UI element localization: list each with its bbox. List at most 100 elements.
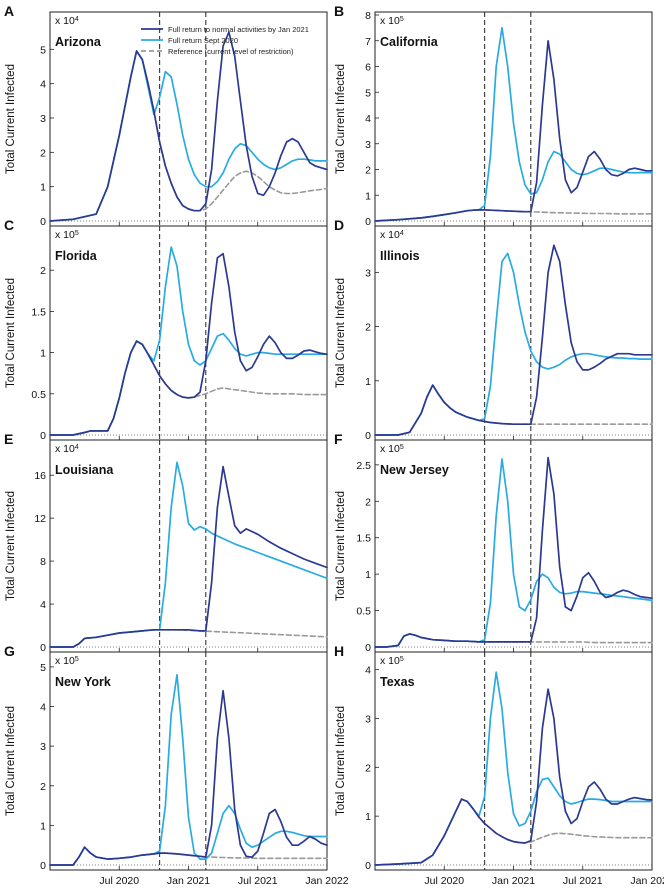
legend: Full return to normal activities by Jan … (141, 25, 309, 56)
y-tick-label: 2 (365, 322, 371, 334)
series-line-jan2021 (49, 689, 328, 866)
y-multiplier: x 104 (55, 15, 79, 27)
panel-f: F Total Current Infected x 105 New Jersey 0 0… (334, 431, 653, 654)
y-tick-label: 0.5 (356, 606, 371, 618)
y-tick-label: 3 (365, 267, 371, 279)
y-tick-label: 2 (365, 762, 371, 774)
y-tick-label: 3 (40, 741, 46, 753)
series-line-jan2021 (374, 688, 653, 866)
y-tick-label: 1 (365, 376, 371, 388)
series-line-jan2021 (374, 244, 653, 436)
y-tick-label: 1 (365, 811, 371, 823)
y-axis-label: Total Current Infected (335, 706, 347, 816)
y-tick-label: 3 (365, 713, 371, 725)
panel-a: A Total Current Infected x 104 Arizona 0 1 2 3 4… (4, 3, 328, 228)
y-tick-label: 1 (365, 569, 371, 581)
series-line-jan2021 (49, 465, 328, 648)
series-line-sept2020 (374, 252, 653, 436)
y-tick-label: 0.5 (31, 389, 46, 401)
y-multiplier-exponent: 5 (400, 656, 404, 663)
y-multiplier: x 105 (380, 443, 404, 455)
panel-e: E Total Current Infected x 104 Louisiana 0 4 8… (4, 431, 328, 654)
panel-label: F (334, 431, 343, 447)
state-name: Florida (55, 249, 98, 263)
y-tick-label: 0 (365, 430, 371, 442)
y-multiplier-exponent: 5 (75, 230, 79, 237)
panel-c: C Total Current Infected x 105 Florida 0 0.5 1… (4, 217, 328, 442)
y-tick-label: 4 (365, 113, 371, 125)
legend-label-reference: Reference (current level of restriction) (168, 47, 294, 56)
state-name: Illinois (380, 249, 420, 263)
y-tick-label: 12 (34, 513, 46, 525)
y-tick-label: 0 (40, 642, 46, 654)
y-multiplier-exponent: 5 (75, 656, 79, 663)
y-tick-label: 1.5 (31, 306, 46, 318)
series-line-jan2021 (374, 39, 653, 222)
y-tick-label: 1 (40, 182, 46, 194)
y-multiplier-exponent: 4 (75, 16, 79, 23)
series-line-sept2020 (374, 671, 653, 866)
y-tick-label: 5 (40, 662, 46, 674)
y-tick-label: 3 (365, 139, 371, 151)
y-multiplier: x 104 (55, 443, 79, 455)
y-axis-label: Total Current Infected (335, 64, 347, 174)
panel-label: G (4, 643, 15, 659)
y-axis-label: Total Current Infected (5, 278, 17, 388)
panel-label: E (4, 431, 13, 447)
x-tick-label: Jul 2021 (563, 875, 603, 887)
series-line-sept2020 (49, 50, 328, 222)
state-name: Arizona (55, 35, 102, 49)
y-tick-label: 8 (365, 10, 371, 22)
y-tick-label: 1.5 (356, 533, 371, 545)
state-name: New Jersey (380, 463, 449, 477)
y-axis-label: Total Current Infected (5, 706, 17, 816)
panel-b: B Total Current Infected x 105 California 0 1… (334, 3, 653, 228)
y-tick-label: 0 (40, 430, 46, 442)
y-tick-label: 4 (40, 599, 46, 611)
y-tick-label: 0 (365, 216, 371, 228)
y-multiplier: x 105 (380, 15, 404, 27)
legend-label-sept2020: Full return Sept 2020 (168, 36, 238, 45)
y-tick-label: 1 (365, 190, 371, 202)
panel-label: H (334, 643, 344, 659)
series-line-sept2020 (374, 27, 653, 222)
y-tick-label: 4 (365, 665, 371, 677)
y-tick-label: 6 (365, 62, 371, 74)
series-line-sept2020 (49, 246, 328, 436)
state-name: New York (55, 675, 111, 689)
panel-label: D (334, 217, 344, 233)
y-tick-label: 7 (365, 36, 371, 48)
y-tick-label: 16 (34, 470, 46, 482)
x-tick-label: Jan 2021 (492, 875, 535, 887)
panel-h: H Total Current Infected x 105 Texas 0 1 2 3 4 Ju… (334, 643, 664, 887)
y-tick-label: 2 (40, 265, 46, 277)
y-tick-label: 0 (365, 860, 371, 872)
y-tick-label: 0 (365, 642, 371, 654)
y-multiplier-exponent: 5 (400, 16, 404, 23)
series-line-jan2021 (374, 456, 653, 648)
y-tick-label: 1 (40, 820, 46, 832)
y-tick-label: 2 (365, 496, 371, 508)
y-tick-label: 0 (40, 216, 46, 228)
y-tick-label: 2 (365, 165, 371, 177)
state-name: Louisiana (55, 463, 114, 477)
y-multiplier: x 105 (380, 655, 404, 667)
y-tick-label: 5 (40, 44, 46, 56)
y-tick-label: 2 (40, 147, 46, 159)
series-line-jan2021 (49, 31, 328, 222)
y-multiplier: x 105 (55, 229, 79, 241)
x-tick-label: Jan 2021 (167, 875, 210, 887)
y-multiplier-exponent: 4 (400, 230, 404, 237)
x-tick-label: Jul 2020 (424, 875, 464, 887)
x-tick-label: Jul 2020 (99, 875, 139, 887)
series-line-reference (374, 384, 653, 436)
y-tick-label: 5 (365, 87, 371, 99)
y-multiplier-exponent: 4 (75, 444, 79, 451)
x-tick-label: Jul 2021 (238, 875, 278, 887)
panel-d: D Total Current Infected x 104 Illinois 0 1 2 3 (334, 217, 653, 442)
series-line-reference (49, 846, 328, 866)
y-axis-label: Total Current Infected (335, 278, 347, 388)
series-line-reference (49, 50, 328, 222)
y-multiplier-exponent: 5 (400, 444, 404, 451)
